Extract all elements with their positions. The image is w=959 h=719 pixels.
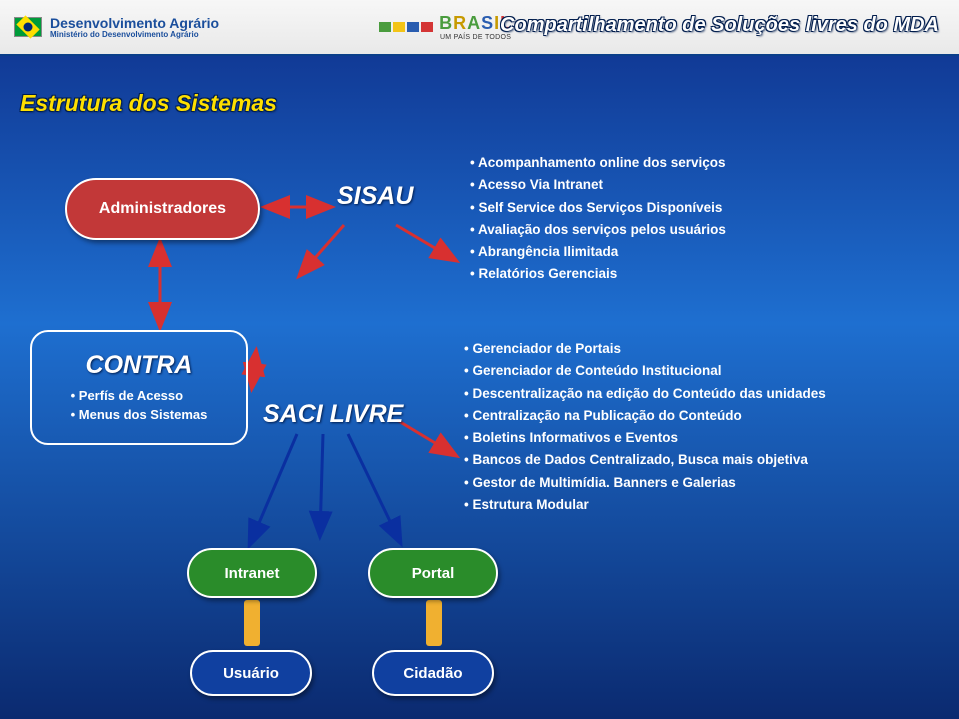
node-portal-label: Portal — [412, 565, 455, 582]
logo-left: Desenvolvimento Agrário Ministério do De… — [14, 16, 219, 39]
page-subtitle: Estrutura dos Sistemas — [20, 90, 277, 117]
contra-item: Menus dos Sistemas — [71, 405, 208, 425]
node-intranet-label: Intranet — [224, 565, 279, 582]
flag-icon — [14, 17, 42, 37]
logo-line1: Desenvolvimento Agrário — [50, 16, 219, 30]
logo-line2: Ministério do Desenvolvimento Agrário — [50, 30, 219, 39]
brasil-block — [379, 22, 433, 32]
bullet-item: Gerenciador de Portais — [464, 338, 826, 360]
bullet-item: Centralização na Publicação do Conteúdo — [464, 405, 826, 427]
bullet-item: Relatórios Gerenciais — [470, 263, 726, 285]
node-cidadao-label: Cidadão — [403, 665, 462, 682]
brasil-bars-icon — [379, 22, 433, 32]
bullet-item: Acompanhamento online dos serviços — [470, 152, 726, 174]
bullet-item: Gestor de Multimídia. Banners e Galerias — [464, 472, 826, 494]
bullet-item: Descentralização na edição do Conteúdo d… — [464, 383, 826, 405]
bullet-item: Acesso Via Intranet — [470, 174, 726, 196]
bullet-item: Avaliação dos serviços pelos usuários — [470, 219, 726, 241]
label-sisau: SISAU — [337, 182, 413, 211]
bullet-item: Boletins Informativos e Eventos — [464, 427, 826, 449]
contra-item: Perfís de Acesso — [71, 386, 208, 406]
contra-title: CONTRA — [86, 351, 193, 380]
bullet-item: Abrangência Ilimitada — [470, 241, 726, 263]
node-usuario: Usuário — [190, 650, 312, 696]
bullets-saci: Gerenciador de PortaisGerenciador de Con… — [464, 338, 826, 516]
bullet-item: Self Service dos Serviços Disponíveis — [470, 197, 726, 219]
bullets-sisau: Acompanhamento online dos serviçosAcesso… — [470, 152, 726, 286]
bullet-item: Estrutura Modular — [464, 494, 826, 516]
node-cidadao: Cidadão — [372, 650, 494, 696]
node-usuario-label: Usuário — [223, 665, 279, 682]
logo-right: BRASIL UM PAÍS DE TODOS — [379, 13, 512, 41]
node-portal: Portal — [368, 548, 498, 598]
node-intranet: Intranet — [187, 548, 317, 598]
label-saci: SACI LIVRE — [263, 400, 403, 429]
node-admin-label: Administradores — [99, 200, 226, 218]
logo-text: Desenvolvimento Agrário Ministério do De… — [50, 16, 219, 39]
contra-list: Perfís de AcessoMenus dos Sistemas — [71, 386, 208, 425]
bullet-item: Gerenciador de Conteúdo Institucional — [464, 360, 826, 382]
bullet-item: Bancos de Dados Centralizado, Busca mais… — [464, 449, 826, 471]
main-title: Compartilhamento de Soluções livres do M… — [500, 14, 939, 37]
contra-box: CONTRA Perfís de AcessoMenus dos Sistema… — [30, 330, 248, 445]
node-administradores: Administradores — [65, 178, 260, 240]
